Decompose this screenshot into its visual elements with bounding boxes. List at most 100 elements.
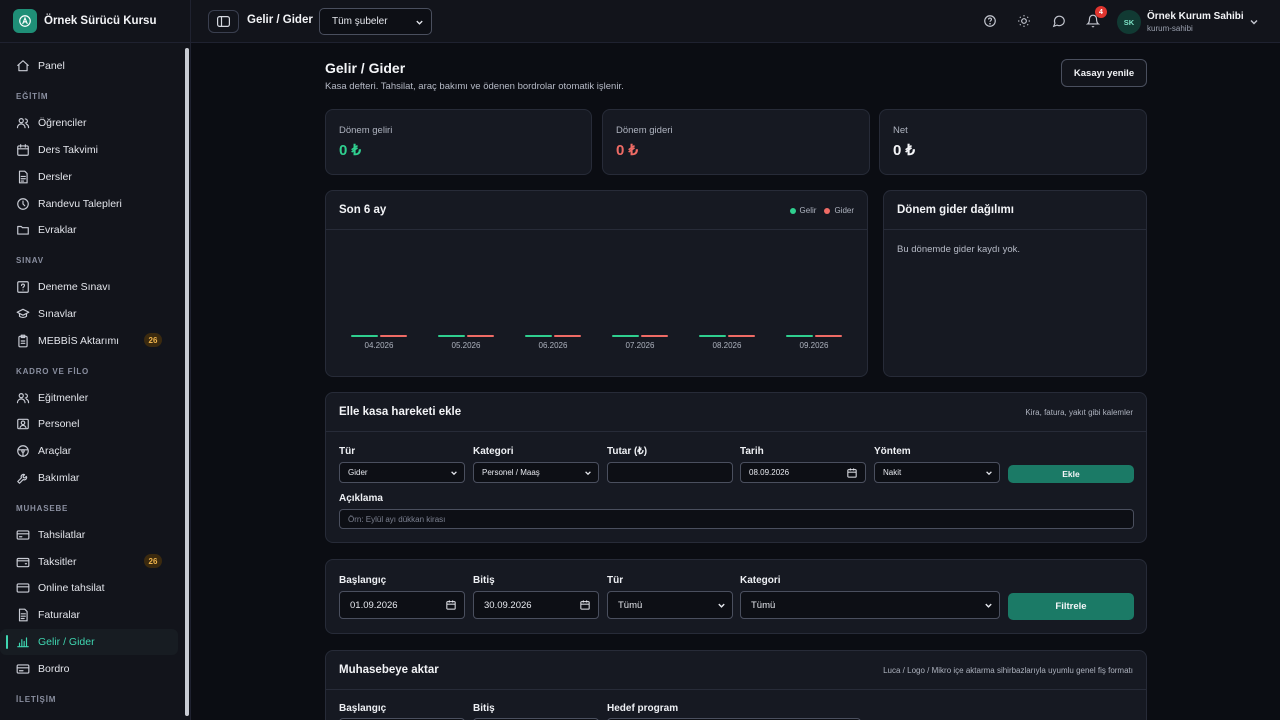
bar-gelir-06.2026 <box>525 335 552 337</box>
filter-category-label: Kategori <box>740 575 781 586</box>
sidebar-item-label: Taksitler <box>38 555 77 568</box>
category-select[interactable]: Personel / Maaş <box>473 462 599 483</box>
type-label: Tür <box>339 446 356 457</box>
filter-category-select[interactable]: Tümü <box>740 591 1000 619</box>
filter-type-value: Tümü <box>618 599 643 611</box>
sidebar-scrollbar[interactable] <box>185 48 189 716</box>
sidebar-item-label: Faturalar <box>38 609 81 622</box>
sidebar-item-sınavlar[interactable]: Sınavlar <box>0 301 178 328</box>
type-select[interactable]: Gider <box>339 462 465 483</box>
export-start-label: Başlangıç <box>339 703 387 714</box>
theme-sun-icon[interactable] <box>1017 14 1031 28</box>
chevron-down-icon <box>585 470 591 475</box>
method-select[interactable]: Nakit <box>874 462 1000 483</box>
accounting-export-card: Muhasebeye aktar Luca / Logo / Mikro içe… <box>325 650 1147 720</box>
sidebar-item-dersler[interactable]: Dersler <box>0 163 178 190</box>
nav-section-heading: EĞİTİM <box>16 92 49 102</box>
add-entry-button[interactable]: Ekle <box>1008 465 1134 483</box>
chat-icon[interactable] <box>1052 14 1066 28</box>
filter-start-date-input[interactable]: 01.09.2026 <box>339 591 465 619</box>
bar-gider-08.2026 <box>728 335 755 337</box>
stat-value: 0 ₺ <box>893 142 916 159</box>
monthly-bar-chart: 04.2026 05.2026 06.2026 07.2026 08.2026 09.20… <box>351 335 842 350</box>
count-badge: 26 <box>144 554 162 569</box>
help-icon[interactable] <box>983 14 997 28</box>
stat-label: Net <box>893 125 908 136</box>
sidebar-item-evraklar[interactable]: Evraklar <box>0 217 178 244</box>
bell-icon[interactable] <box>1086 14 1100 28</box>
wallet-icon <box>16 557 30 567</box>
sidebar-item-randevu-talepleri[interactable]: Randevu Talepleri <box>0 190 178 217</box>
filter-type-select[interactable]: Tümü <box>607 591 733 619</box>
folder-icon <box>17 226 29 236</box>
sidebar-item-label: Sınavlar <box>38 307 77 320</box>
chart-title: Son 6 ay <box>339 204 387 216</box>
filter-category-value: Tümü <box>751 599 776 611</box>
bar-gider-09.2026 <box>815 335 842 337</box>
sidebar-scrollbar-thumb[interactable] <box>185 48 189 716</box>
card-header: Muhasebeye aktar Luca / Logo / Mikro içe… <box>326 651 1146 690</box>
amount-input[interactable] <box>607 462 733 483</box>
sidebar-toggle-button[interactable] <box>208 10 239 33</box>
branch-select[interactable]: Tüm şubeler <box>319 8 432 35</box>
sidebar-item-araçlar[interactable]: Araçlar <box>0 438 178 465</box>
nav-section-heading: İLETİŞİM <box>16 694 57 704</box>
avatar[interactable]: SK <box>1117 10 1141 34</box>
sidebar-item-bakımlar[interactable]: Bakımlar <box>0 465 178 492</box>
calendar-icon[interactable] <box>847 467 857 478</box>
sidebar-item-label: Panel <box>38 60 65 73</box>
sidebar-item-taksitler[interactable]: Taksitler 26 <box>0 548 178 575</box>
brand[interactable]: Örnek Sürücü Kursu <box>0 0 190 43</box>
calendar-icon[interactable] <box>580 600 590 610</box>
description-input[interactable]: Örn: Eylül ayı dükkan kirası <box>339 509 1134 529</box>
export-target-label: Hedef program <box>607 703 679 714</box>
sidebar-item-mebbi-s-aktarımı[interactable]: MEBBİS Aktarımı 26 <box>0 327 178 354</box>
calendar-icon[interactable] <box>446 600 456 610</box>
sidebar-item-label: Eğitmenler <box>38 391 89 404</box>
home-icon <box>17 60 29 72</box>
x-tick-label: 09.2026 <box>800 341 829 350</box>
refresh-cash-button[interactable]: Kasayı yenile <box>1061 59 1147 87</box>
sidebar-item-panel[interactable]: Panel <box>0 53 178 80</box>
sidebar-item-öğrenciler[interactable]: Öğrenciler <box>0 110 178 137</box>
bar-gider-06.2026 <box>554 335 581 337</box>
topbar: Gelir / Gider Tüm şubeler 4 SK Örnek Kur… <box>191 0 1280 43</box>
legend-label: Gider <box>834 206 854 215</box>
bar-chart-icon <box>17 637 29 648</box>
chevron-down-icon[interactable] <box>1249 17 1259 27</box>
filter-card: Başlangıç 01.09.2026 Bitiş 30.09.2026 Tü… <box>325 559 1147 634</box>
sidebar-item-faturalar[interactable]: Faturalar <box>0 602 178 629</box>
topbar-title: Gelir / Gider <box>247 14 313 26</box>
sidebar-item-label: Evraklar <box>38 224 77 237</box>
sidebar-item-deneme-sınavı[interactable]: Deneme Sınavı <box>0 274 178 301</box>
sidebar-item-bordro[interactable]: Bordro <box>0 655 178 682</box>
description-label: Açıklama <box>339 493 383 504</box>
sidebar-item-online-tahsilat[interactable]: Online tahsilat <box>0 575 178 602</box>
filter-end-date-input[interactable]: 30.09.2026 <box>473 591 599 619</box>
sidebar-item-mesajlar[interactable]: Mesajlar <box>0 712 178 720</box>
main-content: Gelir / Gider Kasa defteri. Tahsilat, ar… <box>191 43 1280 720</box>
date-input[interactable]: 08.09.2026 <box>740 462 866 483</box>
stat-card-net: Net 0 ₺ <box>879 109 1147 175</box>
sidebar-item-ders-takvimi[interactable]: Ders Takvimi <box>0 137 178 164</box>
sidebar-item-label: Ders Takvimi <box>38 143 98 156</box>
x-tick-label: 04.2026 <box>365 341 394 350</box>
sidebar-item-personel[interactable]: Personel <box>0 411 178 438</box>
sidebar-item-eğitmenler[interactable]: Eğitmenler <box>0 384 178 411</box>
chevron-down-icon <box>718 603 725 608</box>
page-subtitle: Kasa defteri. Tahsilat, araç bakımı ve ö… <box>325 81 624 92</box>
distribution-empty-text: Bu dönemde gider kaydı yok. <box>897 244 1021 255</box>
chart-legend: Gelir Gider <box>782 206 854 215</box>
user-name[interactable]: Örnek Kurum Sahibi <box>1147 11 1244 22</box>
sidebar: Örnek Sürücü Kursu Panel EĞİTİM Öğrenciler… <box>0 0 191 720</box>
sidebar-item-label: Deneme Sınavı <box>38 281 111 294</box>
sidebar-item-tahsilatlar[interactable]: Tahsilatlar <box>0 521 178 548</box>
sidebar-item-gelir-gider[interactable]: Gelir / Gider <box>0 628 178 656</box>
stat-value: 0 ₺ <box>339 142 362 159</box>
legend-item-income: Gelir <box>789 206 816 215</box>
stat-value: 0 ₺ <box>616 142 639 159</box>
chevron-down-icon <box>416 20 423 25</box>
date-label: Tarih <box>740 446 764 457</box>
filter-button[interactable]: Filtrele <box>1008 593 1134 620</box>
sidebar-item-label: Araçlar <box>38 445 72 458</box>
